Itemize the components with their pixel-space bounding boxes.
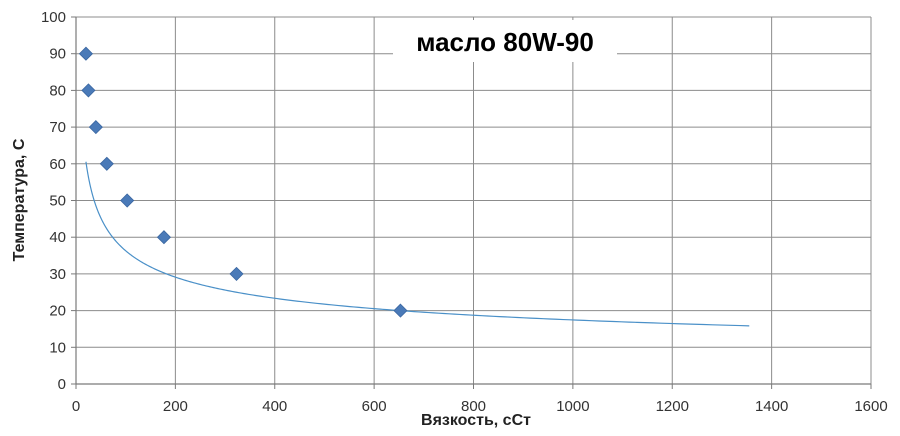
x-tick-label: 1400 (755, 398, 788, 415)
axes (71, 16, 872, 389)
y-tick-label: 100 (41, 9, 66, 26)
chart-title-background (393, 20, 617, 62)
x-tick-label: 1200 (656, 398, 689, 415)
x-tick-label: 600 (362, 398, 387, 415)
x-tick-label: 800 (461, 398, 486, 415)
data-point-diamond (81, 83, 96, 98)
y-tick-label: 80 (49, 82, 66, 99)
x-tick-label: 400 (262, 398, 287, 415)
x-tick-label: 200 (163, 398, 188, 415)
y-tick-label: 10 (49, 339, 66, 356)
y-axis-title: Температура, С (11, 138, 28, 261)
data-point-diamond (120, 193, 135, 208)
data-point-diamond (393, 303, 408, 318)
grid (75, 16, 872, 385)
data-points (78, 46, 408, 318)
x-tick-label: 1600 (854, 398, 887, 415)
x-axis-title: Вязкость, сСт (421, 412, 531, 429)
y-tick-label: 50 (49, 193, 66, 210)
trendline (85, 161, 750, 327)
data-point-diamond (156, 230, 172, 245)
y-tick-label: 30 (49, 266, 66, 283)
data-point-diamond (99, 156, 114, 171)
x-tick-label: 0 (72, 398, 80, 415)
y-tick-label: 20 (49, 303, 66, 320)
data-point-diamond (88, 120, 103, 135)
y-tick-label: 0 (58, 376, 66, 393)
chart-title: масло 80W-90 (416, 27, 594, 57)
y-tick-label: 40 (49, 229, 66, 246)
y-tick-labels: 0 10 20 30 40 50 60 70 80 90 100 (41, 9, 66, 393)
x-tick-label: 1000 (556, 398, 589, 415)
trendline-group (85, 161, 750, 327)
y-tick-label: 70 (49, 119, 66, 136)
y-tick-label: 90 (49, 46, 66, 63)
x-tick-labels: 0 200 400 600 800 1000 1200 1400 1600 (72, 398, 888, 415)
data-point-diamond (229, 266, 244, 281)
data-point-diamond (78, 46, 94, 61)
y-tick-label: 60 (49, 156, 66, 173)
